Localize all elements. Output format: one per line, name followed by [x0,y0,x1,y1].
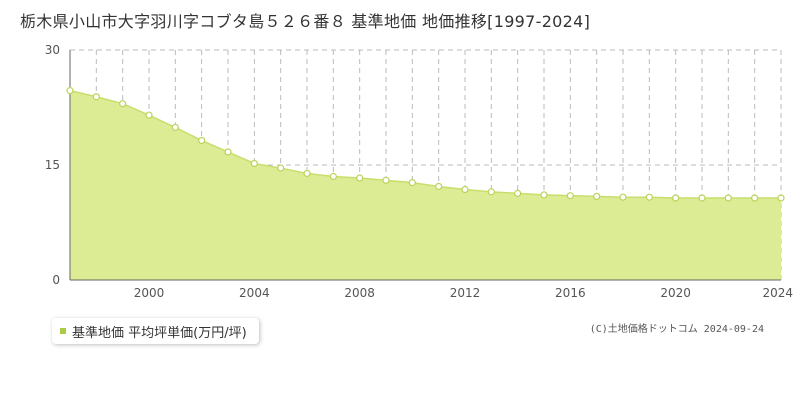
data-point [92,93,100,101]
x-tick-label: 2008 [344,286,375,300]
data-point [145,111,153,119]
data-point [171,123,179,132]
data-point [277,164,285,172]
legend-label: 基準地価 平均坪単価(万円/坪) [72,325,247,341]
data-point [724,194,732,202]
data-point [461,185,469,194]
data-point [566,192,574,200]
x-tick-label: 2024 [762,286,793,300]
data-point [487,188,495,196]
chart-title: 栃木県小山市大字羽川字コブタ島５２６番８ 基準地価 地価推移[1997-2024… [20,12,591,31]
x-tick-label: 2012 [450,286,481,300]
y-tick-label: 15 [45,158,60,172]
data-point [119,100,127,108]
tick-labels: 0 15 30 2000 2004 2008 2012 2016 2020 2024 [45,43,793,300]
data-point [777,194,785,202]
data-point [593,192,601,201]
legend: 基準地価 平均坪単価(万円/坪) [52,318,259,344]
series-area [70,90,781,280]
data-point [408,179,416,187]
data-point [224,148,232,156]
x-tick-label: 2016 [555,286,586,300]
data-point [66,87,74,95]
copyright: (C)土地価格ドットコム 2024-09-24 [589,324,764,335]
data-point [672,194,680,202]
data-point [356,174,364,182]
data-point [514,189,522,197]
data-point [329,172,337,181]
y-tick-label: 30 [45,43,60,57]
land-price-chart: 0 15 30 2000 2004 2008 2012 2016 2020 2024 [45,43,793,300]
data-point [751,194,759,202]
area-series [69,89,781,280]
x-tick-label: 2004 [239,286,270,300]
data-point [435,182,443,191]
data-point [619,193,627,201]
data-point [382,176,390,184]
data-points [66,87,785,202]
series-line [69,89,781,199]
data-point [698,194,706,202]
data-point [250,159,258,168]
data-point [198,136,206,145]
data-point [645,193,653,201]
y-tick-label: 0 [52,273,60,287]
x-tick-label: 2000 [134,286,165,300]
data-point [540,191,548,199]
x-tick-label: 2020 [660,286,691,300]
data-point [303,169,311,178]
legend-swatch [60,328,66,334]
